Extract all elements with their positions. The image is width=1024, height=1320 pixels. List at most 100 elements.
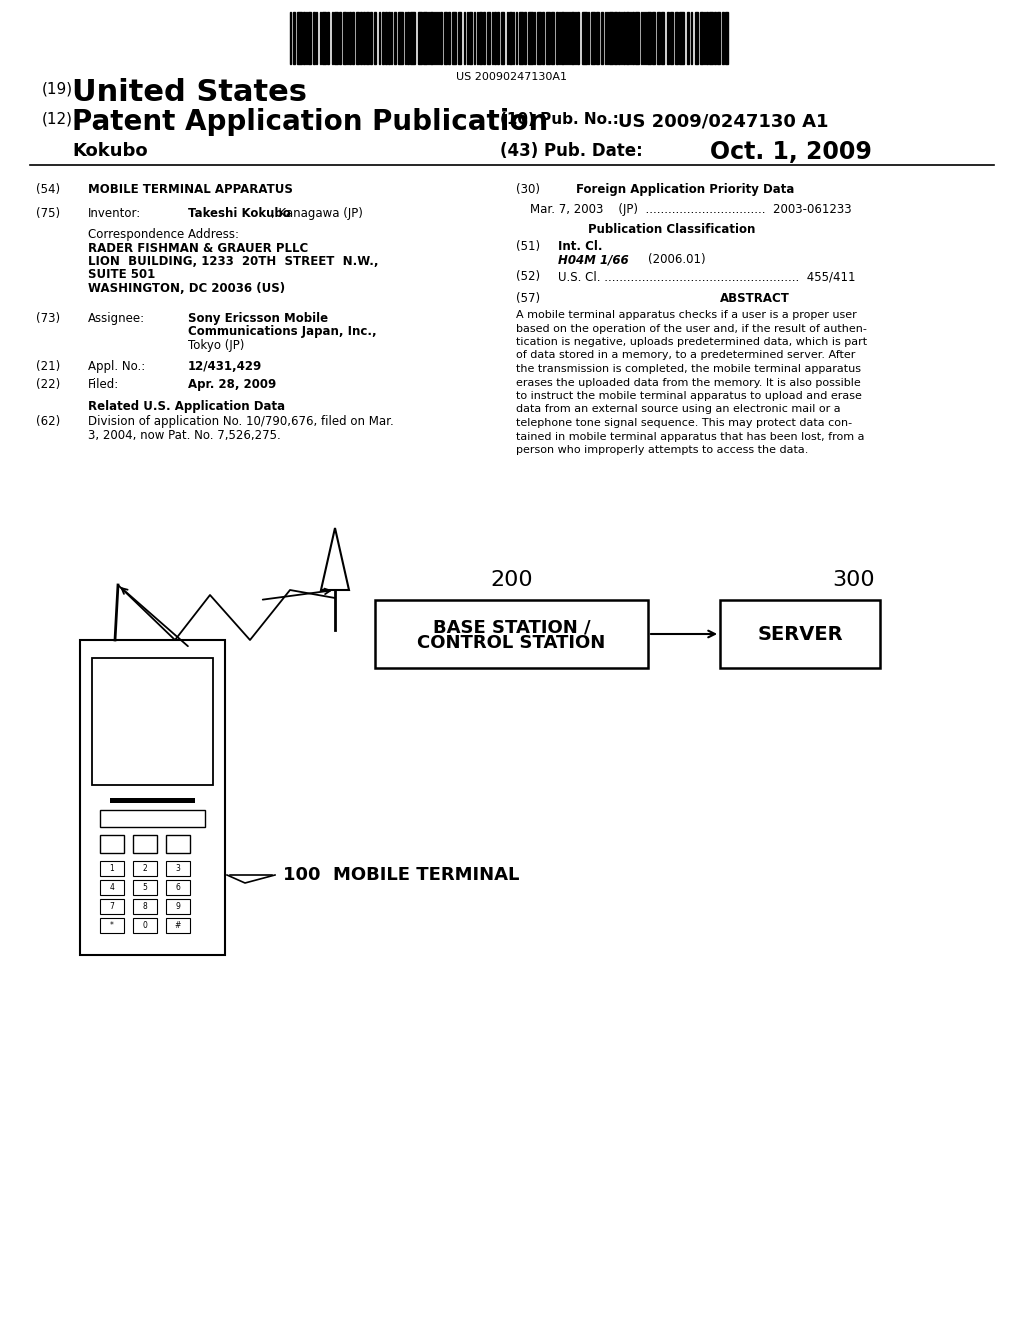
Text: (52): (52): [516, 271, 540, 282]
Text: H04M 1/66: H04M 1/66: [558, 253, 629, 267]
Bar: [667, 12, 669, 63]
Text: Communications Japan, Inc.,: Communications Japan, Inc.,: [188, 326, 377, 338]
Text: ABSTRACT: ABSTRACT: [720, 292, 790, 305]
Bar: [100, 861, 124, 876]
Bar: [452, 12, 456, 63]
Bar: [356, 12, 359, 63]
Bar: [110, 799, 195, 803]
Bar: [469, 12, 472, 63]
Bar: [410, 12, 415, 63]
Bar: [483, 12, 485, 63]
Bar: [652, 12, 655, 63]
Text: 5: 5: [142, 883, 147, 892]
Bar: [596, 12, 599, 63]
Text: tication is negative, uploads predetermined data, which is part: tication is negative, uploads predetermi…: [516, 337, 867, 347]
Bar: [501, 12, 504, 63]
Text: (21): (21): [36, 360, 60, 374]
Bar: [687, 12, 689, 63]
Bar: [582, 12, 587, 63]
Bar: [382, 12, 384, 63]
Bar: [528, 12, 534, 63]
Bar: [100, 836, 124, 853]
Text: Appl. No.:: Appl. No.:: [88, 360, 145, 374]
Text: 100  MOBILE TERMINAL: 100 MOBILE TERMINAL: [283, 866, 519, 884]
Text: (10) Pub. No.:: (10) Pub. No.:: [500, 112, 618, 127]
Bar: [717, 12, 720, 63]
Text: data from an external source using an electronic mail or a: data from an external source using an el…: [516, 404, 841, 414]
Bar: [343, 12, 346, 63]
Text: (54): (54): [36, 183, 60, 195]
Bar: [591, 12, 595, 63]
Bar: [542, 12, 544, 63]
Bar: [375, 601, 648, 668]
Bar: [334, 12, 338, 63]
Text: *: *: [110, 921, 114, 931]
Bar: [440, 12, 442, 63]
Text: Filed:: Filed:: [88, 378, 119, 391]
Text: of data stored in a memory, to a predetermined server. After: of data stored in a memory, to a predete…: [516, 351, 855, 360]
Text: 200: 200: [490, 570, 532, 590]
Bar: [370, 12, 372, 63]
Text: person who improperly attempts to access the data.: person who improperly attempts to access…: [516, 445, 808, 455]
Text: Inventor:: Inventor:: [88, 207, 141, 220]
Bar: [494, 12, 496, 63]
Bar: [679, 12, 684, 63]
Text: Patent Application Publication: Patent Application Publication: [72, 108, 548, 136]
Text: , Kanagawa (JP): , Kanagawa (JP): [271, 207, 362, 220]
Bar: [647, 12, 651, 63]
Text: Apr. 28, 2009: Apr. 28, 2009: [188, 378, 276, 391]
Text: Publication Classification: Publication Classification: [588, 223, 756, 236]
Text: 0: 0: [142, 921, 147, 931]
Bar: [349, 12, 351, 63]
Bar: [133, 899, 157, 913]
Bar: [374, 12, 376, 63]
Text: (30): (30): [516, 183, 540, 195]
Bar: [657, 12, 660, 63]
Text: #: #: [175, 921, 181, 931]
Text: (62): (62): [36, 414, 60, 428]
Text: (73): (73): [36, 312, 60, 325]
Text: 3, 2004, now Pat. No. 7,526,275.: 3, 2004, now Pat. No. 7,526,275.: [88, 429, 281, 441]
Text: 7: 7: [110, 902, 115, 911]
Bar: [725, 12, 728, 63]
Bar: [166, 899, 190, 913]
Text: RADER FISHMAN & GRAUER PLLC: RADER FISHMAN & GRAUER PLLC: [88, 242, 308, 255]
Bar: [720, 601, 880, 668]
Bar: [714, 12, 716, 63]
Bar: [675, 12, 678, 63]
Text: Assignee:: Assignee:: [88, 312, 145, 325]
Bar: [362, 12, 365, 63]
Text: US 20090247130A1: US 20090247130A1: [457, 73, 567, 82]
Text: 12/431,429: 12/431,429: [188, 360, 262, 374]
Bar: [297, 12, 302, 63]
Text: United States: United States: [72, 78, 307, 107]
Text: to instruct the mobile terminal apparatus to upload and erase: to instruct the mobile terminal apparatu…: [516, 391, 862, 401]
Bar: [700, 12, 703, 63]
Text: Related U.S. Application Data: Related U.S. Application Data: [88, 400, 285, 413]
Text: 3: 3: [175, 865, 180, 873]
Bar: [80, 640, 225, 954]
Bar: [322, 12, 326, 63]
Bar: [497, 12, 499, 63]
Text: 8: 8: [142, 902, 147, 911]
Bar: [423, 12, 427, 63]
Bar: [303, 12, 305, 63]
Text: (57): (57): [516, 292, 540, 305]
Bar: [293, 12, 295, 63]
Bar: [100, 810, 205, 828]
Text: Takeshi Kokubo: Takeshi Kokubo: [188, 207, 291, 220]
Text: Mar. 7, 2003    (JP)  ................................  2003-061233: Mar. 7, 2003 (JP) ......................…: [530, 203, 852, 216]
Bar: [166, 880, 190, 895]
Bar: [632, 12, 634, 63]
Text: Kokubo: Kokubo: [72, 143, 147, 160]
Text: based on the operation of the user and, if the result of authen-: based on the operation of the user and, …: [516, 323, 867, 334]
Bar: [626, 12, 629, 63]
Text: 9: 9: [175, 902, 180, 911]
Bar: [623, 12, 625, 63]
Bar: [418, 12, 422, 63]
Bar: [133, 917, 157, 933]
Bar: [618, 12, 620, 63]
Text: (22): (22): [36, 378, 60, 391]
Bar: [537, 12, 541, 63]
Bar: [444, 12, 447, 63]
